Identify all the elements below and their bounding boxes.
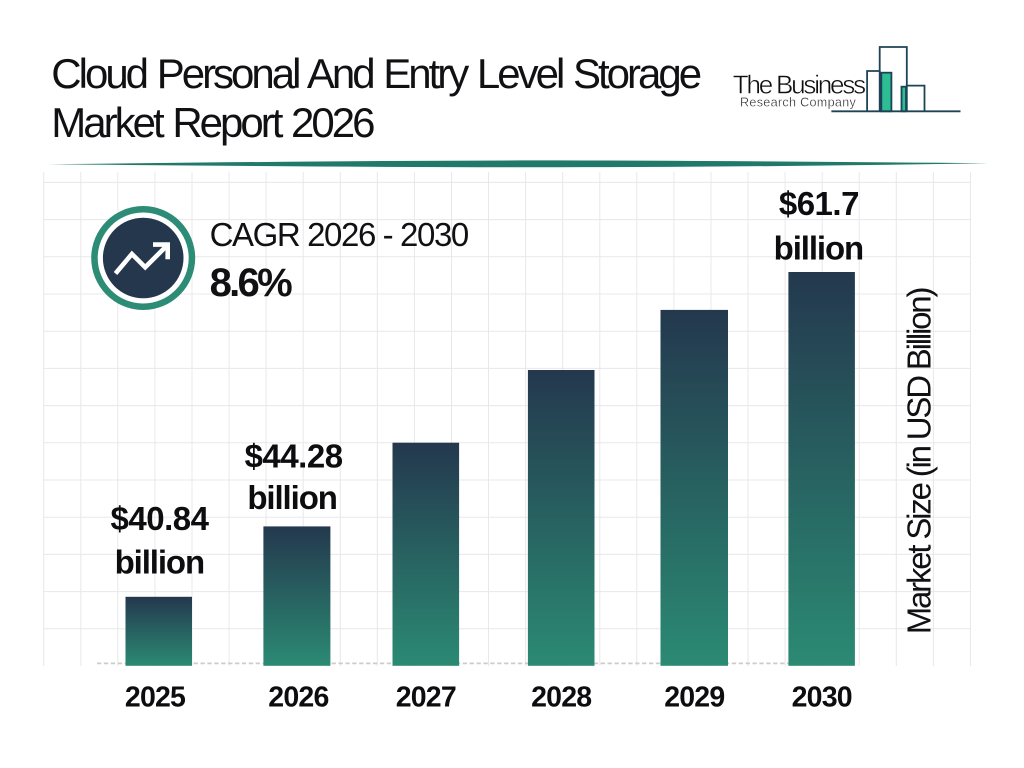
svg-text:$61.7: $61.7 bbox=[779, 185, 859, 222]
svg-text:2029: 2029 bbox=[664, 682, 724, 714]
svg-text:$44.28: $44.28 bbox=[245, 437, 343, 474]
svg-text:$40.84: $40.84 bbox=[111, 500, 210, 537]
svg-text:billion: billion bbox=[774, 229, 863, 266]
svg-text:2027: 2027 bbox=[396, 682, 456, 714]
svg-text:2028: 2028 bbox=[531, 682, 591, 714]
svg-text:The Business: The Business bbox=[733, 69, 866, 99]
svg-text:2026: 2026 bbox=[268, 682, 328, 714]
svg-text:Research Company: Research Company bbox=[740, 95, 856, 109]
svg-text:2030: 2030 bbox=[792, 682, 852, 714]
svg-text:8.6%: 8.6% bbox=[210, 261, 293, 305]
svg-text:Market Report 2026: Market Report 2026 bbox=[51, 99, 374, 146]
svg-text:billion: billion bbox=[115, 543, 204, 580]
svg-text:Cloud Personal And Entry Level: Cloud Personal And Entry Level Storage bbox=[51, 50, 700, 97]
svg-text:billion: billion bbox=[247, 479, 336, 516]
svg-text:CAGR 2026 - 2030: CAGR 2026 - 2030 bbox=[210, 216, 469, 253]
svg-text:2025: 2025 bbox=[125, 682, 186, 714]
svg-text:Market Size (in USD Billion): Market Size (in USD Billion) bbox=[901, 289, 938, 635]
